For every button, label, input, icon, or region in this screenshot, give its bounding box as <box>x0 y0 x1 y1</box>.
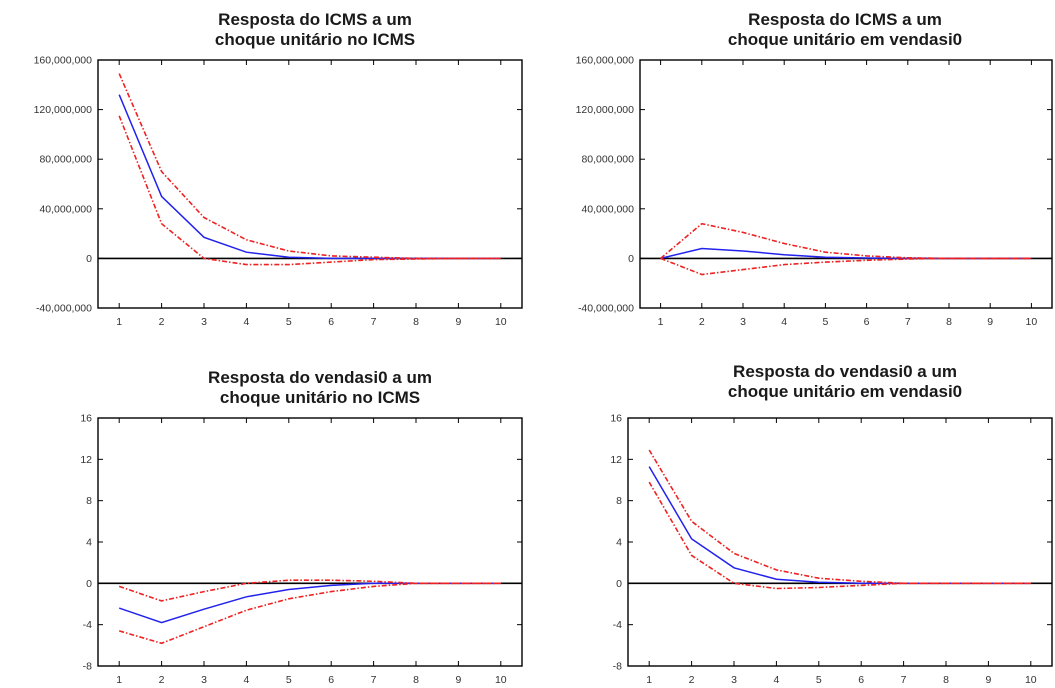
chart-3-x-tick-label: 2 <box>159 674 165 686</box>
chart-1-x-tick-label: 7 <box>371 316 377 328</box>
chart-2-title: Resposta do ICMS a um choque unitário em… <box>630 10 1055 50</box>
chart-4-x-tick-label: 3 <box>731 674 737 686</box>
chart-3-y-tick-label: -8 <box>83 661 92 673</box>
chart-1-series-response-line <box>118 94 501 260</box>
chart-4-y-tick-label: -4 <box>613 619 622 631</box>
chart-1-y-tick-label: 40,000,000 <box>39 203 92 215</box>
chart-2-y-tick-label: 160,000,000 <box>576 55 635 67</box>
chart-4-x-tick-label: 5 <box>816 674 822 686</box>
chart-2-x-tick-label: 3 <box>740 316 746 328</box>
chart-2-frame <box>639 59 1053 309</box>
chart-2-y-tick-label: 0 <box>628 253 634 265</box>
chart-4-x-tick-label: 7 <box>901 674 907 686</box>
chart-3-y-tick-label: 16 <box>80 413 92 425</box>
chart-4-x-tick-label: 1 <box>646 674 652 686</box>
chart-1-series-upper-line <box>118 73 501 260</box>
chart-4-x-tick-label: 10 <box>1025 674 1037 686</box>
chart-panel-2: Resposta do ICMS a um choque unitário em… <box>530 0 1055 344</box>
chart-2-x-tick-label: 5 <box>822 316 828 328</box>
chart-4-frame <box>627 417 1053 667</box>
chart-1-x-tick-label: 9 <box>455 316 461 328</box>
chart-3-x-tick-label: 10 <box>495 674 507 686</box>
chart-3-x-tick-label: 8 <box>413 674 419 686</box>
chart-3-x-tick-label: 1 <box>116 674 122 686</box>
chart-2-y-tick-label: 40,000,000 <box>581 203 634 215</box>
chart-1-y-tick-label: 120,000,000 <box>34 104 93 116</box>
chart-2-x-tick-label: 8 <box>946 316 952 328</box>
chart-4-x-tick-label: 2 <box>689 674 695 686</box>
chart-1-y-tick-label: 0 <box>86 253 92 265</box>
chart-3-series-lower-line <box>118 582 501 645</box>
chart-1-x-tick-label: 6 <box>328 316 334 328</box>
chart-4-x-tick-label: 4 <box>773 674 779 686</box>
chart-3-x-tick-label: 4 <box>243 674 249 686</box>
chart-1-x-tick-label: 4 <box>243 316 249 328</box>
chart-1-x-tick-label: 1 <box>116 316 122 328</box>
chart-4-series-upper-line <box>648 449 1031 585</box>
chart-1-x-tick-label: 2 <box>159 316 165 328</box>
chart-4-y-tick-label: 0 <box>616 578 622 590</box>
chart-1-title: Resposta do ICMS a um choque unitário no… <box>100 10 530 50</box>
chart-4-x-tick-label: 8 <box>943 674 949 686</box>
chart-1-title-line1: Resposta do ICMS a um <box>218 10 412 29</box>
chart-3-frame <box>97 417 523 667</box>
chart-4-title: Resposta do vendasi0 a um choque unitári… <box>630 362 1055 402</box>
chart-2-title-line1: Resposta do ICMS a um <box>748 10 942 29</box>
chart-3-title-line1: Resposta do vendasi0 a um <box>208 368 432 387</box>
chart-4-title-line2: choque unitário em vendasi0 <box>727 382 963 401</box>
chart-2-x-tick-label: 2 <box>699 316 705 328</box>
chart-2-series-upper-line <box>660 222 1032 260</box>
chart-4-y-tick-label: 16 <box>610 413 622 425</box>
chart-panel-3: Resposta do vendasi0 a um choque unitári… <box>0 344 530 688</box>
chart-1-x-tick-label: 10 <box>495 316 507 328</box>
chart-4-series-lower-line <box>648 481 1031 590</box>
chart-4-x-tick-label: 6 <box>858 674 864 686</box>
chart-1-y-tick-label: 160,000,000 <box>34 55 93 67</box>
chart-4-x-tick-label: 9 <box>985 674 991 686</box>
chart-3-y-tick-label: -4 <box>83 619 92 631</box>
chart-3-y-tick-label: 8 <box>86 495 92 507</box>
chart-1-x-tick-label: 5 <box>286 316 292 328</box>
chart-2-title-line2: choque unitário em vendasi0 <box>727 30 963 49</box>
chart-1-title-line2: choque unitário no ICMS <box>214 30 416 49</box>
chart-3-series-response-line <box>118 582 501 624</box>
chart-1-plot: -40,000,000 0 40,000,000 80,000,000 120,000,… <box>34 55 523 328</box>
chart-1-y-tick-label: 80,000,000 <box>39 154 92 166</box>
chart-4-y-tick-label: 8 <box>616 495 622 507</box>
chart-1-x-tick-label: 8 <box>413 316 419 328</box>
chart-2-y-tick-label: 120,000,000 <box>576 104 635 116</box>
chart-3-x-tick-label: 6 <box>328 674 334 686</box>
chart-3-title-line2: choque unitário no ICMS <box>219 388 421 407</box>
chart-2-plot: -40,000,000 0 40,000,000 80,000,000 120,000,… <box>576 55 1053 328</box>
chart-3-x-tick-label: 5 <box>286 674 292 686</box>
chart-2-x-tick-label: 4 <box>781 316 787 328</box>
chart-2-x-tick-label: 6 <box>864 316 870 328</box>
chart-3-x-tick-label: 3 <box>201 674 207 686</box>
chart-panel-4: Resposta do vendasi0 a um choque unitári… <box>530 344 1055 688</box>
chart-3-x-tick-label: 9 <box>455 674 461 686</box>
chart-2-x-tick-label: 10 <box>1026 316 1038 328</box>
chart-4-y-tick-label: 4 <box>616 537 622 549</box>
chart-2-x-tick-label: 7 <box>905 316 911 328</box>
chart-3-y-tick-label: 12 <box>80 454 92 466</box>
chart-2-series-lower-line <box>660 257 1032 276</box>
chart-2-y-tick-label: -40,000,000 <box>578 303 634 315</box>
chart-2-x-tick-label: 9 <box>987 316 993 328</box>
chart-3-y-tick-label: 4 <box>86 537 92 549</box>
chart-panel-1: Resposta do ICMS a um choque unitário no… <box>0 0 530 344</box>
chart-1-y-tick-label: -40,000,000 <box>36 303 92 315</box>
chart-3-y-tick-label: 0 <box>86 578 92 590</box>
chart-2-y-tick-label: 80,000,000 <box>581 154 634 166</box>
chart-1-frame <box>97 59 523 309</box>
chart-2-x-tick-label: 1 <box>658 316 664 328</box>
chart-3-x-tick-label: 7 <box>371 674 377 686</box>
chart-4-y-tick-label: -8 <box>613 661 622 673</box>
chart-4-y-tick-label: 12 <box>610 454 622 466</box>
chart-4-title-line1: Resposta do vendasi0 a um <box>733 362 957 381</box>
chart-1-series-lower-line <box>118 115 501 266</box>
chart-3-title: Resposta do vendasi0 a um choque unitári… <box>110 368 530 408</box>
chart-1-x-tick-label: 3 <box>201 316 207 328</box>
